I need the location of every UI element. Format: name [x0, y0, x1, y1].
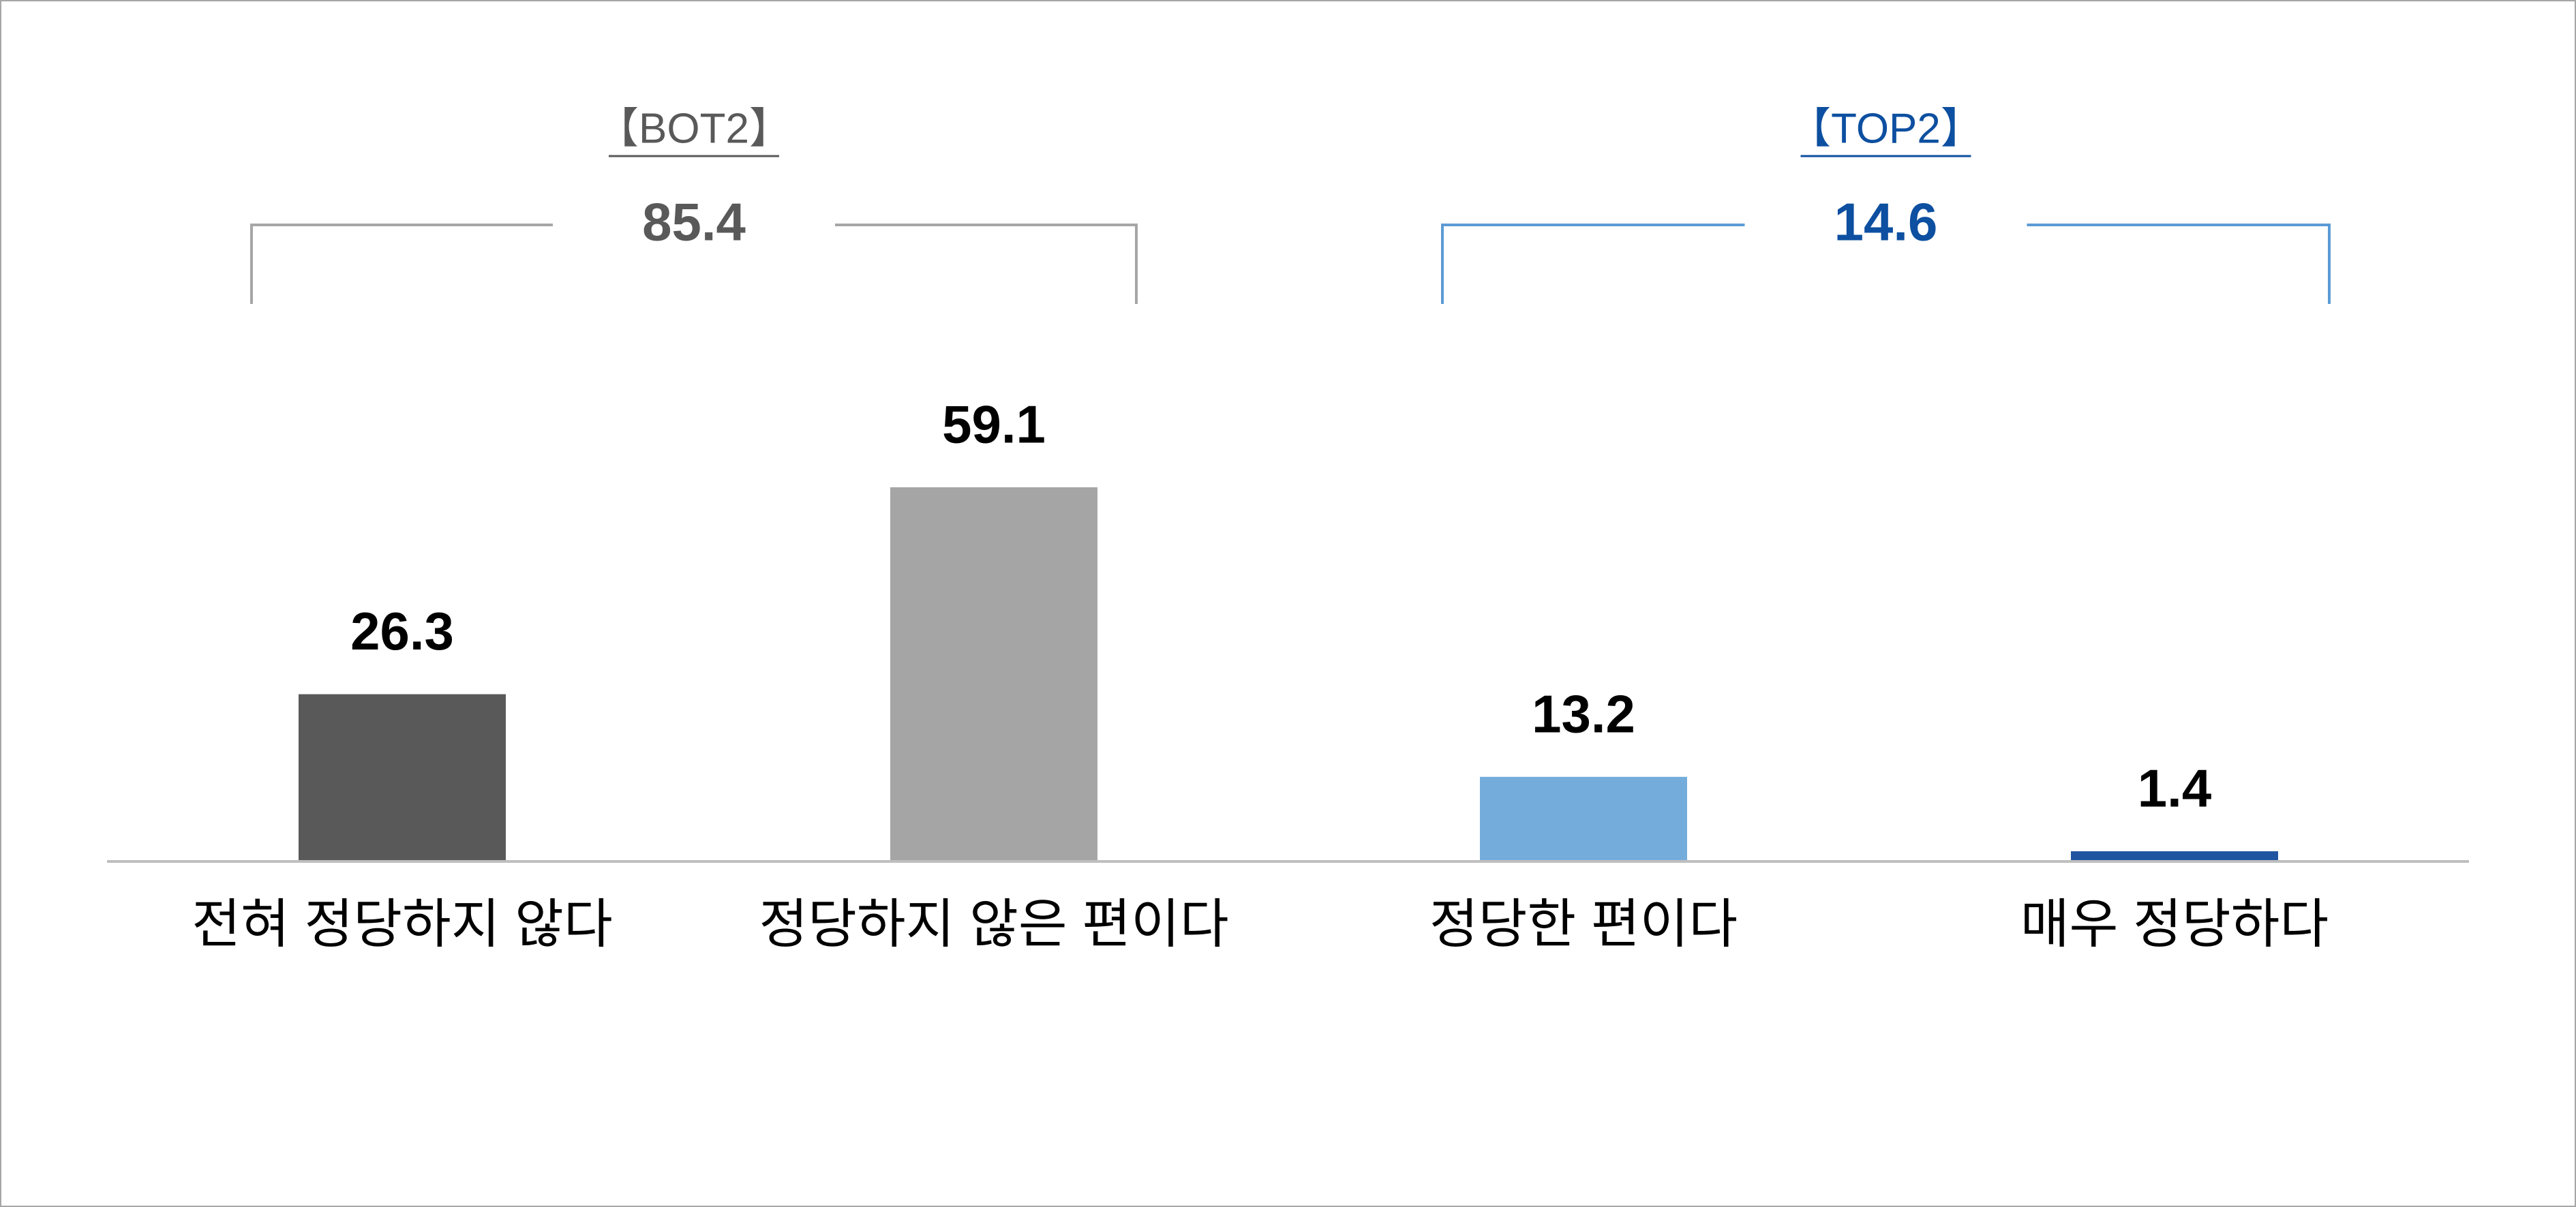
group-value: 85.4 — [642, 192, 746, 252]
bar — [2071, 851, 2278, 860]
bracket — [835, 224, 1138, 304]
value-label: 13.2 — [1532, 684, 1635, 744]
group-value: 14.6 — [1834, 192, 1938, 252]
bracket — [2027, 224, 2331, 304]
category-label: 정당하지 않은 편이다 — [759, 894, 1228, 954]
bar — [890, 487, 1097, 860]
category-label: 매우 정당하다 — [2020, 894, 2329, 954]
value-label: 59.1 — [942, 395, 1046, 455]
category-label: 정당한 편이다 — [1429, 894, 1738, 954]
group-label: 【BOT2】 — [596, 105, 791, 152]
bracket — [250, 224, 553, 304]
bar — [1480, 776, 1687, 860]
group-label: 【TOP2】 — [1789, 105, 1983, 152]
bar — [299, 694, 506, 860]
bracket — [1441, 224, 1745, 304]
value-label: 26.3 — [350, 601, 454, 661]
category-label: 전혀 정당하지 않다 — [192, 894, 612, 954]
value-label: 1.4 — [2138, 759, 2211, 819]
